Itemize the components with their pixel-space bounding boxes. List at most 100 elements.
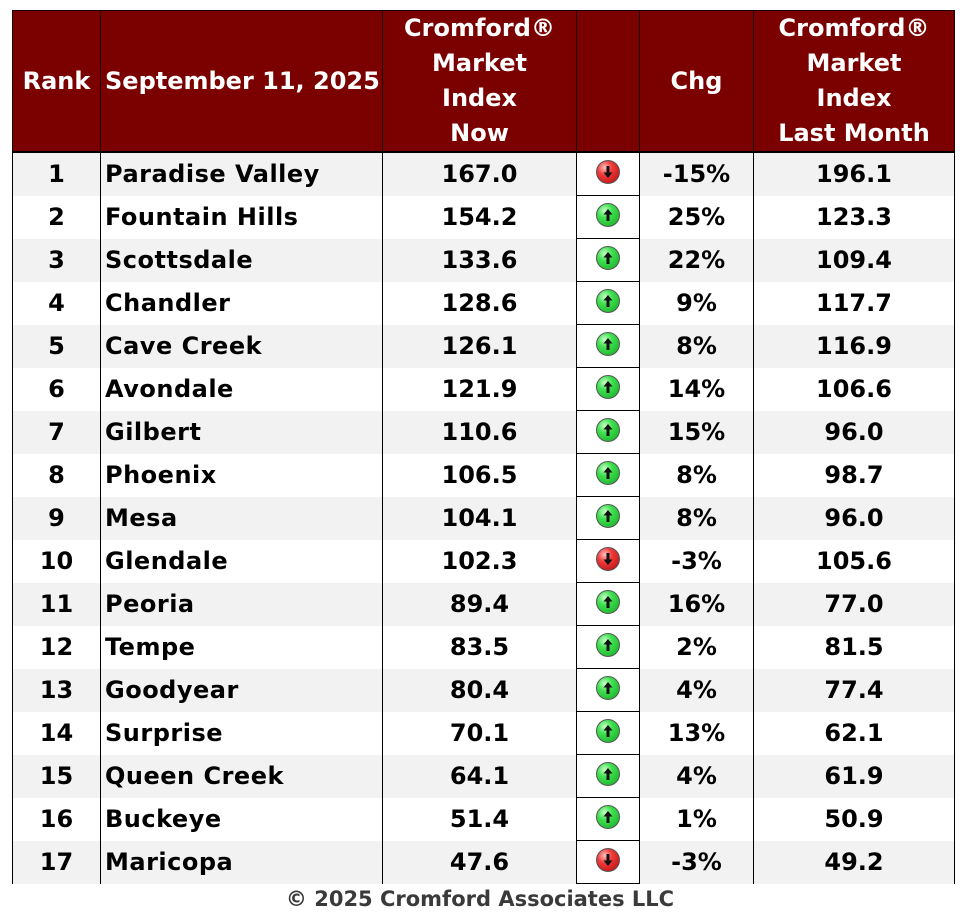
green-up-arrow-icon bbox=[596, 676, 620, 700]
header-rank: Rank bbox=[12, 10, 101, 152]
direction-cell bbox=[576, 151, 640, 196]
index-last-month-cell: 49.2 bbox=[753, 840, 955, 884]
index-last-month-cell: 196.1 bbox=[753, 151, 955, 196]
city-cell: Mesa bbox=[100, 496, 383, 540]
header-index-now-line: Index bbox=[442, 84, 517, 112]
table-row: 13 Goodyear 80.4 4% 77.4 bbox=[12, 668, 955, 712]
header-index-now-line: Now bbox=[450, 119, 509, 147]
index-now-cell: 110.6 bbox=[382, 410, 577, 454]
green-up-arrow-icon bbox=[596, 590, 620, 614]
direction-cell bbox=[576, 324, 640, 368]
index-now-cell: 51.4 bbox=[382, 797, 577, 841]
green-up-arrow-icon bbox=[596, 418, 620, 442]
change-cell: 25% bbox=[639, 195, 754, 239]
green-up-arrow-icon bbox=[596, 203, 620, 227]
rank-cell: 14 bbox=[12, 711, 101, 755]
index-last-month-cell: 77.4 bbox=[753, 668, 955, 712]
table-row: 11 Peoria 89.4 16% 77.0 bbox=[12, 582, 955, 626]
table-header-row: Rank September 11, 2025 Cromford® Market… bbox=[12, 10, 955, 152]
direction-cell bbox=[576, 625, 640, 669]
change-cell: 2% bbox=[639, 625, 754, 669]
index-last-month-cell: 117.7 bbox=[753, 281, 955, 325]
city-cell: Chandler bbox=[100, 281, 383, 325]
change-cell: 16% bbox=[639, 582, 754, 626]
city-cell: Glendale bbox=[100, 539, 383, 583]
index-now-cell: 102.3 bbox=[382, 539, 577, 583]
index-now-cell: 83.5 bbox=[382, 625, 577, 669]
green-up-arrow-icon bbox=[596, 762, 620, 786]
header-chg: Chg bbox=[639, 10, 754, 152]
index-now-cell: 70.1 bbox=[382, 711, 577, 755]
index-last-month-cell: 109.4 bbox=[753, 238, 955, 282]
index-now-cell: 154.2 bbox=[382, 195, 577, 239]
header-index-last-line: Cromford® bbox=[778, 14, 930, 42]
direction-cell bbox=[576, 367, 640, 411]
index-last-month-cell: 81.5 bbox=[753, 625, 955, 669]
table-row: 5 Cave Creek 126.1 8% 116.9 bbox=[12, 324, 955, 368]
market-index-table: Rank September 11, 2025 Cromford® Market… bbox=[12, 10, 955, 884]
copyright-footer: © 2025 Cromford Associates LLC bbox=[285, 887, 675, 911]
table-row: 4 Chandler 128.6 9% 117.7 bbox=[12, 281, 955, 325]
city-cell: Scottsdale bbox=[100, 238, 383, 282]
table-row: 9 Mesa 104.1 8% 96.0 bbox=[12, 496, 955, 540]
rank-cell: 8 bbox=[12, 453, 101, 497]
city-cell: Tempe bbox=[100, 625, 383, 669]
direction-cell bbox=[576, 582, 640, 626]
direction-cell bbox=[576, 453, 640, 497]
table-row: 3 Scottsdale 133.6 22% 109.4 bbox=[12, 238, 955, 282]
rank-cell: 12 bbox=[12, 625, 101, 669]
city-cell: Buckeye bbox=[100, 797, 383, 841]
table-body: 1 Paradise Valley 167.0 -15% 196.1 2 Fou… bbox=[12, 151, 955, 884]
city-cell: Queen Creek bbox=[100, 754, 383, 798]
city-cell: Maricopa bbox=[100, 840, 383, 884]
rank-cell: 1 bbox=[12, 151, 101, 196]
table-row: 6 Avondale 121.9 14% 106.6 bbox=[12, 367, 955, 411]
rank-cell: 2 bbox=[12, 195, 101, 239]
green-up-arrow-icon bbox=[596, 461, 620, 485]
rank-cell: 17 bbox=[12, 840, 101, 884]
table-row: 8 Phoenix 106.5 8% 98.7 bbox=[12, 453, 955, 497]
direction-cell bbox=[576, 797, 640, 841]
direction-cell bbox=[576, 754, 640, 798]
change-cell: 22% bbox=[639, 238, 754, 282]
header-index-last-line: Market bbox=[806, 49, 902, 77]
index-now-cell: 47.6 bbox=[382, 840, 577, 884]
index-now-cell: 167.0 bbox=[382, 151, 577, 196]
index-last-month-cell: 123.3 bbox=[753, 195, 955, 239]
green-up-arrow-icon bbox=[596, 504, 620, 528]
index-now-cell: 64.1 bbox=[382, 754, 577, 798]
header-index-now-line: Cromford® bbox=[404, 14, 555, 42]
change-cell: -3% bbox=[639, 840, 754, 884]
market-index-table-container: Rank September 11, 2025 Cromford® Market… bbox=[12, 10, 956, 884]
city-cell: Phoenix bbox=[100, 453, 383, 497]
green-up-arrow-icon bbox=[596, 246, 620, 270]
index-last-month-cell: 105.6 bbox=[753, 539, 955, 583]
change-cell: 9% bbox=[639, 281, 754, 325]
rank-cell: 5 bbox=[12, 324, 101, 368]
index-now-cell: 106.5 bbox=[382, 453, 577, 497]
index-last-month-cell: 61.9 bbox=[753, 754, 955, 798]
table-row: 1 Paradise Valley 167.0 -15% 196.1 bbox=[12, 151, 955, 196]
green-up-arrow-icon bbox=[596, 332, 620, 356]
direction-cell bbox=[576, 668, 640, 712]
change-cell: 15% bbox=[639, 410, 754, 454]
index-last-month-cell: 106.6 bbox=[753, 367, 955, 411]
change-cell: 13% bbox=[639, 711, 754, 755]
table-row: 10 Glendale 102.3 -3% 105.6 bbox=[12, 539, 955, 583]
city-cell: Peoria bbox=[100, 582, 383, 626]
rank-cell: 15 bbox=[12, 754, 101, 798]
rank-cell: 9 bbox=[12, 496, 101, 540]
header-index-last-month: Cromford® Market Index Last Month bbox=[753, 10, 955, 152]
change-cell: -15% bbox=[639, 151, 754, 196]
change-cell: 14% bbox=[639, 367, 754, 411]
green-up-arrow-icon bbox=[596, 805, 620, 829]
city-cell: Paradise Valley bbox=[100, 151, 383, 196]
index-last-month-cell: 77.0 bbox=[753, 582, 955, 626]
header-date: September 11, 2025 bbox=[100, 10, 383, 152]
index-now-cell: 80.4 bbox=[382, 668, 577, 712]
table-row: 15 Queen Creek 64.1 4% 61.9 bbox=[12, 754, 955, 798]
green-up-arrow-icon bbox=[596, 289, 620, 313]
header-index-now: Cromford® Market Index Now bbox=[382, 10, 577, 152]
rank-cell: 10 bbox=[12, 539, 101, 583]
direction-cell bbox=[576, 238, 640, 282]
